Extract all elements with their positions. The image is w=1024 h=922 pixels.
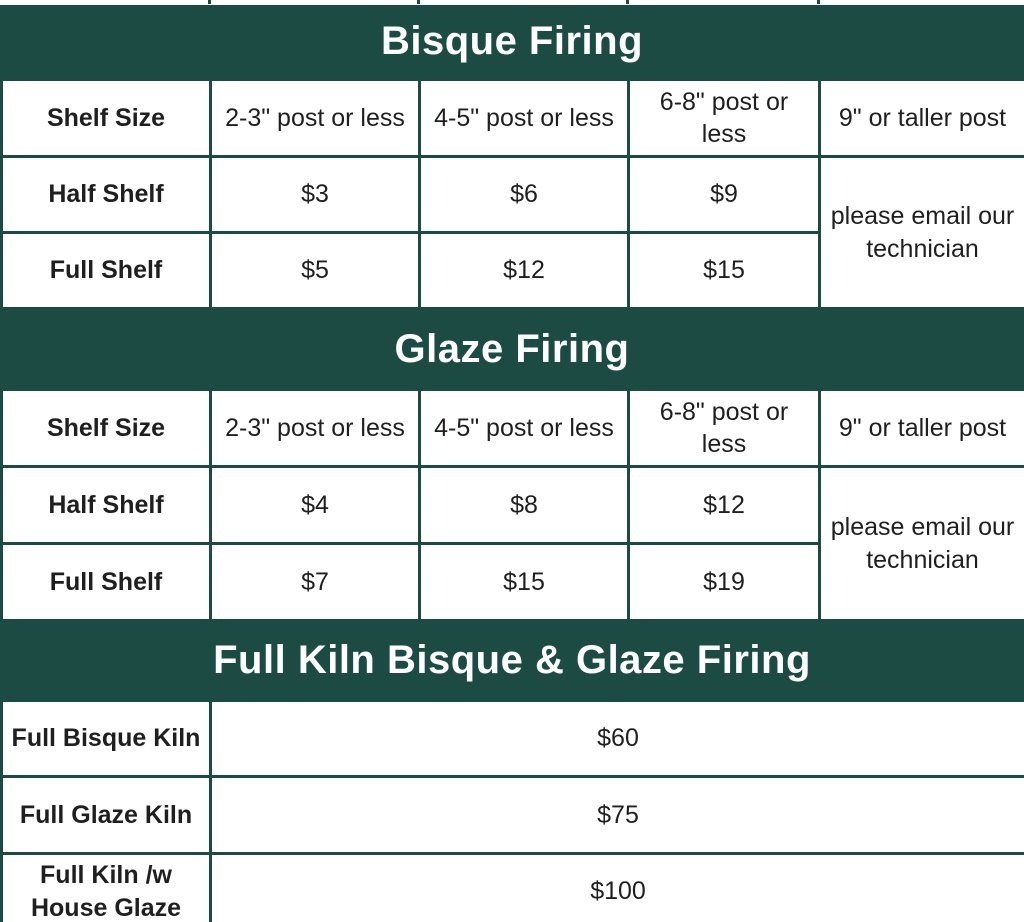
column-header-4-5-post: 4-5" post or less (418, 388, 630, 468)
price-cell: $4 (209, 465, 421, 545)
row-label-half-shelf: Half Shelf (0, 465, 212, 545)
top-border-strip (0, 0, 1024, 5)
column-header-2-3-post: 2-3" post or less (209, 78, 421, 158)
column-header-9-taller-post: 9" or taller post (818, 78, 1024, 158)
top-border-tick (208, 0, 211, 4)
top-border-tick (817, 0, 820, 4)
price-cell: $7 (209, 542, 421, 622)
price-cell: $15 (627, 231, 821, 310)
row-label-full-bisque-kiln: Full Bisque Kiln (0, 699, 212, 778)
glaze-firing-table: Shelf Size 2-3" post or less 4-5" post o… (0, 388, 1024, 622)
table-row-full-glaze-kiln: Full Glaze Kiln $75 (0, 775, 1024, 855)
section-title-glaze: Glaze Firing (394, 326, 630, 371)
column-header-2-3-post: 2-3" post or less (209, 388, 421, 468)
price-cell: $8 (418, 465, 630, 545)
column-header-6-8-post: 6-8" post or less (627, 78, 821, 158)
price-cell: $75 (208, 775, 1024, 855)
row-label-full-shelf: Full Shelf (0, 542, 212, 622)
row-label-full-shelf: Full Shelf (0, 231, 212, 310)
table-header-row: Shelf Size 2-3" post or less 4-5" post o… (0, 388, 1024, 468)
row-label-full-kiln-house-glaze: Full Kiln /w House Glaze (0, 852, 212, 922)
column-header-9-taller-post: 9" or taller post (818, 388, 1024, 468)
full-kiln-table: Full Bisque Kiln $60 Full Glaze Kiln $75… (0, 699, 1024, 922)
table-header-row: Shelf Size 2-3" post or less 4-5" post o… (0, 78, 1024, 158)
price-cell: $60 (208, 699, 1024, 778)
section-title-full-kiln: Full Kiln Bisque & Glaze Firing (213, 638, 811, 682)
column-header-shelf-size: Shelf Size (0, 78, 212, 158)
column-header-6-8-post: 6-8" post or less (627, 388, 821, 468)
price-cell: $5 (209, 231, 421, 310)
tall-post-note: please email our technician (818, 465, 1024, 622)
table-row-full-shelf: Full Shelf $7 $15 $19 (0, 542, 1024, 622)
bisque-firing-table: Shelf Size 2-3" post or less 4-5" post o… (0, 78, 1024, 310)
full-kiln-title-band: Full Kiln Bisque & Glaze Firing (0, 622, 1024, 699)
table-row-half-shelf: Half Shelf $3 $6 $9 please email our tec… (0, 155, 1024, 310)
table-row-half-shelf: Half Shelf $4 $8 $12 please email our te… (0, 465, 1024, 622)
price-cell: $9 (627, 155, 821, 234)
price-cell: $12 (627, 465, 821, 545)
top-border-tick (417, 0, 420, 4)
price-cell: $6 (418, 155, 630, 234)
tall-post-note: please email our technician (818, 155, 1024, 310)
table-row-full-kiln-house-glaze: Full Kiln /w House Glaze $100 (0, 852, 1024, 922)
glaze-firing-title-band: Glaze Firing (0, 310, 1024, 388)
price-cell: $19 (627, 542, 821, 622)
price-cell: $12 (418, 231, 630, 310)
top-border-tick (626, 0, 629, 4)
row-label-full-glaze-kiln: Full Glaze Kiln (0, 775, 212, 855)
column-header-shelf-size: Shelf Size (0, 388, 212, 468)
price-cell: $100 (208, 852, 1024, 922)
column-header-4-5-post: 4-5" post or less (418, 78, 630, 158)
table-row-full-shelf: Full Shelf $5 $12 $15 (0, 231, 1024, 310)
price-cell: $15 (418, 542, 630, 622)
row-label-half-shelf: Half Shelf (0, 155, 212, 234)
bisque-firing-title-band: Bisque Firing (0, 5, 1024, 78)
section-title-bisque: Bisque Firing (380, 19, 644, 63)
price-cell: $3 (209, 155, 421, 234)
table-row-full-bisque-kiln: Full Bisque Kiln $60 (0, 699, 1024, 778)
